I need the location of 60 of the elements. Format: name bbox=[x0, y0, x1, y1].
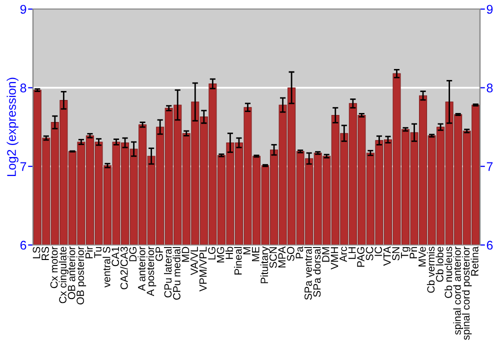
x-tick-label: ventral S bbox=[102, 246, 110, 288]
x-tick-label: SC bbox=[366, 246, 374, 260]
y-tick-label: 8 bbox=[20, 84, 26, 92]
x-tick-label: DG bbox=[129, 247, 137, 262]
x-tick-label: Tu bbox=[94, 247, 102, 258]
y-tick-label: 6 bbox=[20, 240, 26, 250]
x-tick-label: Cb vermis bbox=[426, 246, 435, 293]
x-tick-label: OB anterior bbox=[68, 246, 76, 300]
x-tick-label: spinal cord anterior bbox=[453, 246, 463, 335]
x-tick-label: Cb lobe bbox=[436, 246, 444, 282]
x-tick-label: Pituitary bbox=[260, 246, 270, 284]
x-tick-label: A posterior bbox=[146, 246, 156, 296]
x-tick-label: GP bbox=[156, 246, 163, 261]
x-tick-label: VMH bbox=[330, 247, 338, 270]
x-tick-label: CPu lateral bbox=[164, 247, 172, 298]
y2-tick-label: 9 bbox=[486, 4, 493, 14]
x-tick-label: MPA bbox=[278, 246, 286, 268]
x-tick-label: CPu medial bbox=[172, 247, 180, 300]
x-tick-label: SN bbox=[392, 247, 400, 260]
x-tick-label: LS bbox=[32, 246, 40, 258]
x-tick-label: Pn bbox=[410, 247, 417, 258]
x-tick-label: DM bbox=[322, 247, 330, 262]
x-tick-label: MG bbox=[216, 247, 224, 262]
x-tick-label: Cx cingulate bbox=[58, 246, 69, 304]
x-tick-label: SPa ventral bbox=[304, 247, 312, 300]
y-tick-label: 7 bbox=[20, 162, 26, 171]
x-tick-label: Pa bbox=[296, 246, 304, 258]
y-axis-title: Log2 (expression) bbox=[6, 78, 18, 176]
x-tick-label: ME bbox=[252, 246, 260, 262]
x-tick-label: VA/VL bbox=[190, 246, 198, 276]
y-tick-label: 9 bbox=[20, 4, 26, 14]
x-tick-label: LH bbox=[348, 247, 356, 259]
x-tick-label: LG bbox=[208, 247, 216, 260]
x-tick-label: CA2/CA3 bbox=[120, 246, 128, 290]
x-tick-label: spinal cord posterior bbox=[462, 246, 472, 340]
x-tick-label: Pineal bbox=[234, 247, 242, 274]
x-tick-label: VPM/VPL bbox=[199, 246, 207, 292]
x-tick-label: Hb bbox=[225, 246, 233, 259]
x-tick-label: VTA bbox=[384, 246, 391, 266]
x-tick-label: MVe bbox=[418, 246, 426, 266]
x-tick-label: RS bbox=[42, 246, 49, 260]
x-tick-label: Cx motor bbox=[50, 246, 58, 288]
x-tick-label: IC bbox=[374, 246, 382, 256]
x-tick-label: SCN bbox=[269, 247, 277, 268]
x-tick-label: OB posterior bbox=[76, 246, 86, 304]
y2-tick-label: 8 bbox=[486, 84, 493, 92]
x-tick-label: SO bbox=[286, 246, 294, 261]
x-tick-label: Retina bbox=[470, 246, 478, 276]
x-tick-label: Tg bbox=[401, 247, 410, 258]
x-tick-label: Pir bbox=[85, 246, 93, 258]
x-tick-label: CA1 bbox=[112, 246, 120, 266]
x-tick-label: A anterior bbox=[138, 246, 146, 291]
y2-tick-label: 6 bbox=[486, 240, 493, 250]
x-tick-label: SPa dorsal bbox=[313, 247, 321, 297]
x-tick-label: Arc bbox=[340, 246, 347, 262]
x-tick-label: MD bbox=[182, 246, 190, 262]
x-tick-label: PAG bbox=[357, 247, 364, 267]
x-tick-label: Cb nucleus bbox=[444, 246, 452, 298]
x-tick-label: M bbox=[243, 247, 250, 254]
y2-tick-label: 7 bbox=[486, 162, 493, 171]
